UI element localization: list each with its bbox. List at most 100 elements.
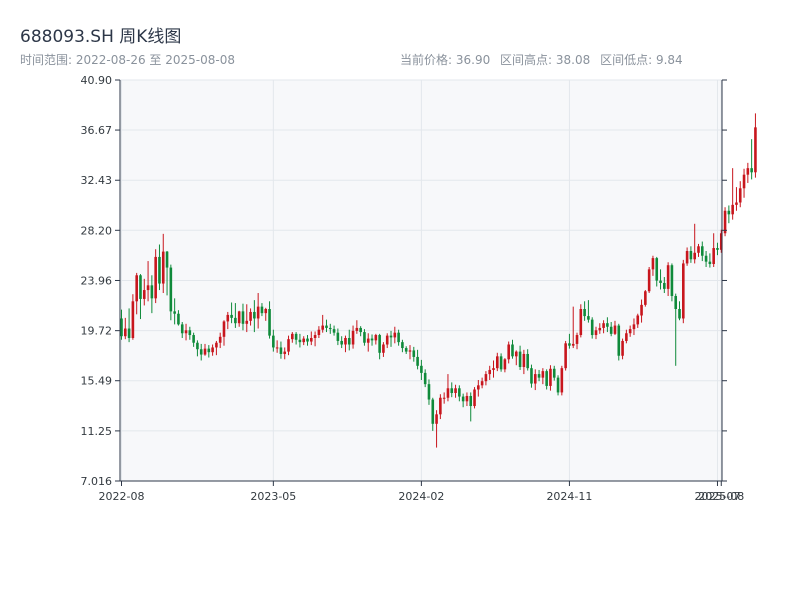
candle-body — [397, 332, 400, 343]
candle — [196, 340, 199, 357]
candle — [693, 223, 696, 264]
candle — [203, 343, 207, 356]
candle — [541, 368, 545, 385]
candle-body — [120, 318, 123, 337]
candle — [621, 338, 624, 360]
candle — [378, 333, 381, 360]
candle — [123, 317, 127, 340]
candle — [275, 340, 279, 353]
candle — [560, 365, 564, 396]
candle — [723, 207, 727, 237]
candle-body — [499, 356, 503, 370]
candle — [340, 336, 343, 349]
candle-body — [545, 371, 548, 386]
candle-body — [442, 397, 446, 399]
candle-body — [427, 384, 431, 400]
y-tick-label: 19.72 — [81, 325, 113, 338]
candle-body — [594, 330, 598, 336]
candle — [249, 308, 252, 326]
candle — [158, 244, 161, 291]
candle-body — [230, 314, 233, 318]
candle-body — [655, 258, 659, 281]
candle — [142, 278, 146, 306]
range-low-stat: 区间低点: 9.84 — [600, 53, 683, 67]
candle-body — [256, 306, 260, 319]
candle — [226, 311, 230, 330]
candle — [382, 342, 385, 357]
x-tick-label: 2024-02 — [398, 490, 444, 503]
candle-body — [161, 251, 165, 284]
candle — [625, 329, 628, 344]
candle-body — [716, 248, 719, 250]
candle — [609, 322, 613, 337]
candle-body — [446, 388, 450, 398]
candle-body — [165, 251, 169, 268]
candle-body — [241, 311, 245, 324]
candle — [579, 304, 583, 338]
page-title: 688093.SH 周K线图 — [20, 27, 182, 47]
candle-body — [689, 251, 693, 260]
y-tick-label: 36.67 — [81, 124, 113, 137]
candle-body — [659, 280, 662, 283]
x-tick-label: 2024-11 — [546, 490, 592, 503]
candle — [640, 299, 643, 323]
candle — [480, 377, 484, 389]
candle — [742, 168, 746, 198]
candle-body — [154, 256, 157, 299]
candle — [180, 322, 184, 338]
candle-body — [682, 263, 685, 319]
candle — [363, 329, 366, 346]
candle-body — [389, 335, 393, 338]
candle — [450, 382, 454, 398]
candle — [283, 347, 287, 360]
candle — [704, 251, 708, 267]
candle — [469, 392, 473, 422]
candle-body — [609, 326, 613, 334]
candle-body — [704, 255, 708, 262]
candle-body — [249, 311, 252, 321]
candle — [146, 261, 150, 302]
candle — [351, 325, 355, 349]
candle-body — [188, 330, 192, 336]
candle-body — [435, 414, 438, 424]
candle-body — [283, 351, 287, 354]
candle-body — [583, 308, 586, 317]
candle — [496, 352, 499, 372]
candle-body — [663, 282, 666, 289]
candle — [404, 346, 408, 354]
x-tick-label: 2025-08 — [698, 490, 744, 503]
candle-body — [423, 372, 427, 385]
candle — [727, 205, 731, 224]
candle-body — [738, 188, 742, 203]
candle-body — [568, 343, 571, 346]
candle-body — [321, 325, 324, 330]
candle-body — [253, 311, 256, 319]
candle-body — [556, 377, 560, 393]
candle-body — [735, 202, 738, 205]
x-tick-label: 2022-08 — [99, 490, 145, 503]
candle — [446, 374, 450, 402]
candle-body — [644, 291, 647, 305]
range-high-stat: 区间高点: 38.08 — [500, 53, 591, 67]
candle-body — [571, 343, 575, 346]
candle — [241, 303, 245, 331]
candle-body — [458, 388, 461, 397]
candle — [237, 310, 241, 327]
candle — [628, 325, 632, 337]
candle-body — [234, 317, 237, 324]
candle-body — [469, 395, 473, 407]
candle-body — [347, 337, 351, 345]
candle-body — [169, 267, 173, 312]
candle-body — [215, 342, 218, 348]
candle — [575, 332, 579, 350]
grid-lines — [120, 79, 722, 482]
candle-body — [203, 348, 207, 355]
candle-body — [632, 324, 636, 330]
candle-body — [606, 323, 609, 327]
y-tick-label: 11.25 — [81, 425, 113, 438]
candle — [678, 301, 681, 321]
candle — [439, 394, 442, 420]
candle-body — [477, 385, 480, 390]
candle — [651, 255, 655, 276]
candle-body — [359, 327, 362, 333]
